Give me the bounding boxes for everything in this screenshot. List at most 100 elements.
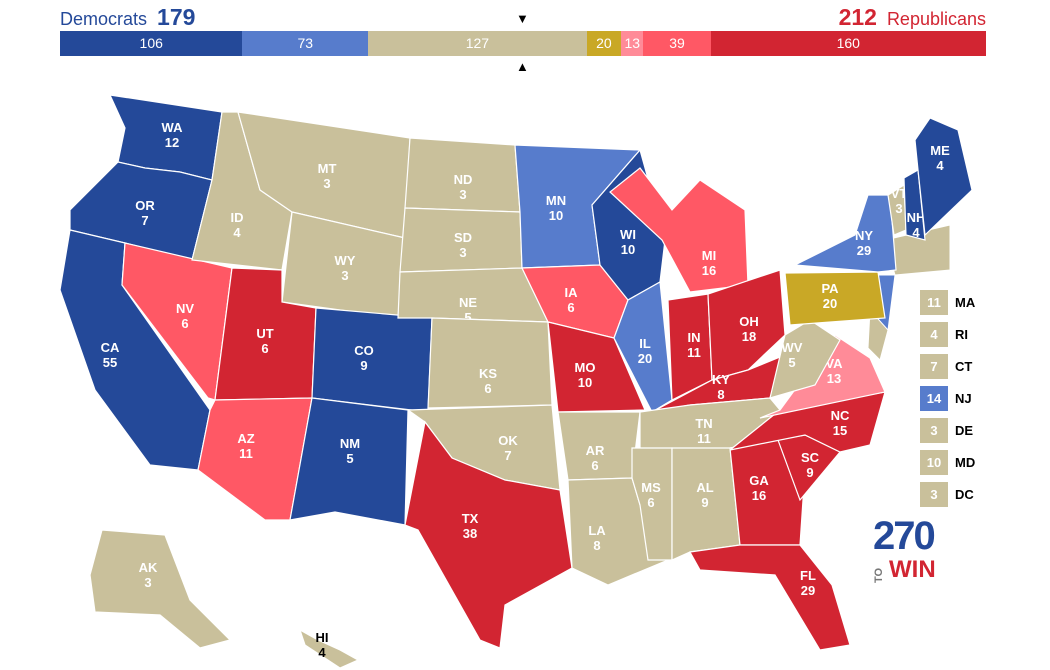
small-state-ev-box[interactable]: 4 xyxy=(920,322,948,347)
small-state-de[interactable]: 3 DE xyxy=(920,418,975,443)
democrats-total: Democrats 179 xyxy=(60,4,195,31)
state-wy[interactable]: WY3 xyxy=(281,211,406,319)
state-ar[interactable]: AR6 xyxy=(557,411,641,481)
state-abbr-ms: MS xyxy=(641,480,661,495)
state-ev-ia: 6 xyxy=(567,300,574,315)
state-abbr-ut: UT xyxy=(256,326,273,341)
state-ev-mo: 10 xyxy=(578,375,592,390)
state-ev-mt: 3 xyxy=(323,176,330,191)
state-abbr-fl: FL xyxy=(800,568,816,583)
270towin-logo: 270 TO WIN xyxy=(873,515,953,585)
state-shape-mo[interactable] xyxy=(547,321,646,413)
state-shape-me[interactable] xyxy=(914,117,973,237)
state-nm[interactable]: NM5 xyxy=(289,397,409,526)
small-state-dc[interactable]: 3 DC xyxy=(920,482,975,507)
small-state-ri[interactable]: 4 RI xyxy=(920,322,975,347)
state-wv[interactable]: WV5 xyxy=(769,319,841,399)
state-ev-vt: 3 xyxy=(895,201,902,216)
small-state-ev-box[interactable]: 10 xyxy=(920,450,948,475)
state-shape-ny[interactable] xyxy=(792,194,897,273)
logo-win: WIN xyxy=(889,556,936,583)
bar-segment: 160 xyxy=(710,31,986,56)
state-shape-fl[interactable] xyxy=(689,544,851,651)
small-state-ct[interactable]: 7 CT xyxy=(920,354,975,379)
state-ev-ky: 8 xyxy=(717,387,724,402)
state-abbr-nd: ND xyxy=(454,172,473,187)
small-state-ev-box[interactable]: 11 xyxy=(920,290,948,315)
state-abbr-ga: GA xyxy=(749,473,769,488)
state-abbr-or: OR xyxy=(135,198,155,213)
state-shape-wv[interactable] xyxy=(769,319,841,399)
state-ev-wi: 10 xyxy=(621,242,635,257)
state-abbr-ia: IA xyxy=(565,285,579,300)
small-state-ev-box[interactable]: 14 xyxy=(920,386,948,411)
republicans-total: 212 Republicans xyxy=(839,4,986,31)
state-ev-oh: 18 xyxy=(742,329,756,344)
republicans-count: 212 xyxy=(838,4,877,30)
state-abbr-az: AZ xyxy=(237,431,254,446)
state-al[interactable]: AL9 xyxy=(671,447,741,561)
state-sd[interactable]: SD3 xyxy=(399,207,523,273)
small-state-ev-box[interactable]: 3 xyxy=(920,418,948,443)
state-hi[interactable]: HI4 xyxy=(298,628,360,669)
state-me[interactable]: ME4 xyxy=(914,117,973,237)
state-ev-ut: 6 xyxy=(261,341,268,356)
state-abbr-ny: NY xyxy=(855,228,873,243)
state-ak[interactable]: AK3 xyxy=(89,529,232,649)
state-ev-mi: 16 xyxy=(702,263,716,278)
state-abbr-tx: TX xyxy=(462,511,479,526)
state-ev-va: 13 xyxy=(827,371,841,386)
state-abbr-ar: AR xyxy=(586,443,605,458)
state-shape-mi[interactable] xyxy=(609,167,749,293)
state-ev-la: 8 xyxy=(593,538,600,553)
bar-segment: 127 xyxy=(368,31,587,56)
small-state-ev-box[interactable]: 7 xyxy=(920,354,948,379)
democrats-label: Democrats xyxy=(60,9,148,29)
small-state-ev-box[interactable]: 3 xyxy=(920,482,948,507)
small-state-md[interactable]: 10 MD xyxy=(920,450,975,475)
state-nv[interactable]: NV6 xyxy=(121,242,233,401)
state-ks[interactable]: KS6 xyxy=(427,317,553,409)
state-abbr-sc: SC xyxy=(801,450,820,465)
state-shape-hi[interactable] xyxy=(298,628,360,669)
majority-marker-top-icon: ▼ xyxy=(516,11,529,26)
state-shape-nv[interactable] xyxy=(121,242,233,401)
state-shape-pa[interactable] xyxy=(784,271,886,326)
state-vt[interactable]: VT3 xyxy=(887,183,907,236)
state-ev-id: 4 xyxy=(233,225,241,240)
small-state-label: CT xyxy=(955,359,973,374)
state-ev-nd: 3 xyxy=(459,187,466,202)
small-state-ma[interactable]: 11 MA xyxy=(920,290,975,315)
state-co[interactable]: CO9 xyxy=(311,307,433,413)
state-shape-nm[interactable] xyxy=(289,397,409,526)
state-ev-ny: 29 xyxy=(857,243,871,258)
small-state-label: DC xyxy=(955,487,974,502)
state-ev-ok: 7 xyxy=(504,448,511,463)
small-state-nj[interactable]: 14 NJ xyxy=(920,386,975,411)
state-abbr-wy: WY xyxy=(335,253,356,268)
state-ev-wv: 5 xyxy=(788,355,795,370)
state-ev-nv: 6 xyxy=(181,316,188,331)
state-abbr-va: VA xyxy=(825,356,843,371)
state-nd[interactable]: ND3 xyxy=(404,137,521,213)
northeast-small-state-shape[interactable] xyxy=(867,308,889,361)
state-shape-oh[interactable] xyxy=(707,269,786,381)
state-ev-me: 4 xyxy=(936,158,944,173)
state-ok[interactable]: OK7 xyxy=(406,404,561,491)
electoral-vote-bar: 106 73 127 20 13 39 160 xyxy=(60,31,986,56)
state-abbr-oh: OH xyxy=(739,314,759,329)
state-abbr-wa: WA xyxy=(162,120,184,135)
state-abbr-nm: NM xyxy=(340,436,360,451)
state-abbr-co: CO xyxy=(354,343,374,358)
bar-segment: 20 xyxy=(586,31,622,56)
state-shape-co[interactable] xyxy=(311,307,433,413)
state-shape-ak[interactable] xyxy=(89,529,232,649)
